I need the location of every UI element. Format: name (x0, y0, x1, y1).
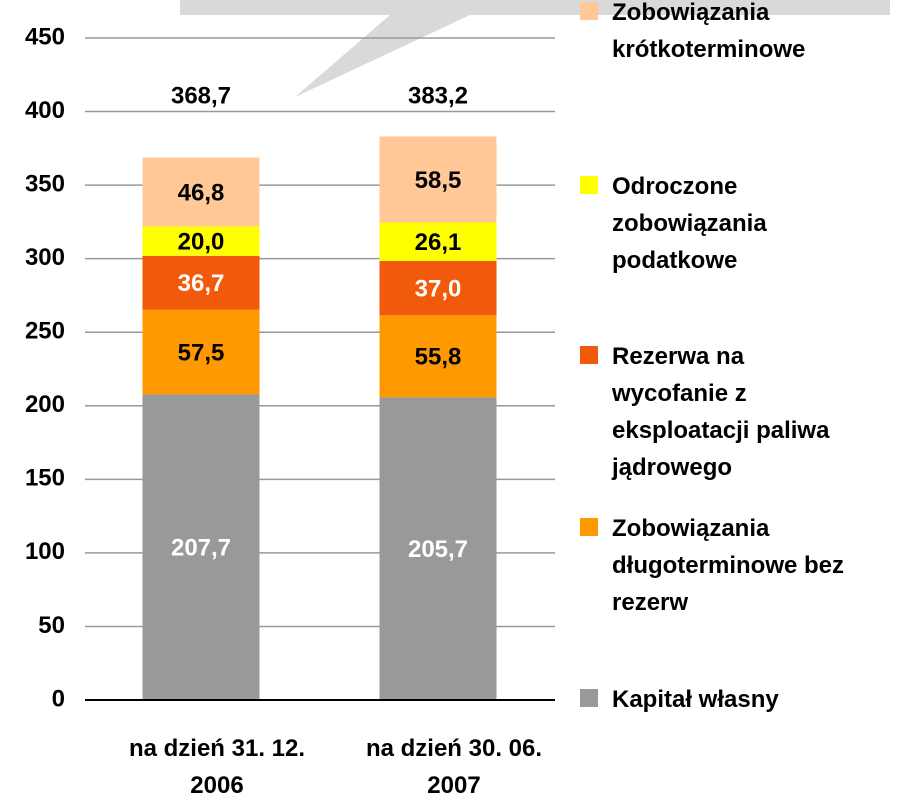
legend-label: Zobowiązania długoterminowe bez rezerw (612, 515, 845, 616)
bar-segment (142, 157, 260, 227)
bar-segment (142, 255, 260, 310)
legend-label: Kapitał własny (612, 686, 779, 713)
legend-label: Odroczone zobowiązania podatkowe (612, 173, 767, 274)
bar-segment (379, 315, 497, 398)
legend-swatch (580, 346, 598, 364)
y-tick-label: 400 (25, 97, 65, 124)
y-tick-label: 150 (25, 465, 65, 492)
bar-segment (379, 136, 497, 223)
legend-swatch (580, 689, 598, 707)
y-tick-label: 250 (25, 318, 65, 345)
data-label: 57,5 (178, 339, 225, 366)
data-label: 46,8 (178, 179, 225, 206)
y-tick-label: 450 (25, 23, 65, 50)
bar-segment (379, 260, 497, 316)
bar-segment (142, 226, 260, 256)
y-tick-label: 350 (25, 170, 65, 197)
data-label: 36,7 (178, 270, 225, 297)
data-label: 207,7 (171, 535, 231, 562)
legend-label: Zobowiązania krótkoterminowe (612, 0, 806, 63)
data-label: 20,0 (178, 229, 225, 256)
bar-segment (379, 222, 497, 261)
legend-swatch (580, 176, 598, 194)
y-tick-label: 200 (25, 391, 65, 418)
legend-swatch (580, 2, 598, 20)
y-tick-label: 100 (25, 538, 65, 565)
x-tick-label: na dzień 31. 12. 2006 (128, 735, 306, 798)
callout (180, 0, 890, 97)
y-tick-label: 50 (38, 612, 65, 639)
data-label: 55,8 (415, 344, 462, 371)
y-tick-label: 0 (52, 685, 65, 712)
bar-segment (142, 394, 260, 700)
data-label: 205,7 (408, 536, 468, 563)
total-label: 368,7 (171, 82, 231, 109)
y-tick-label: 300 (25, 244, 65, 271)
data-label: 58,5 (415, 167, 462, 194)
bar-segment (379, 397, 497, 700)
legend-label: Rezerwa na wycofanie z eksploatacji pali… (612, 343, 830, 481)
data-label: 26,1 (415, 229, 462, 256)
x-tick-label: na dzień 30. 06. 2007 (365, 735, 543, 798)
bar-segment (142, 309, 260, 395)
legend-swatch (580, 518, 598, 536)
data-label: 37,0 (415, 275, 462, 302)
total-label: 383,2 (408, 82, 468, 109)
